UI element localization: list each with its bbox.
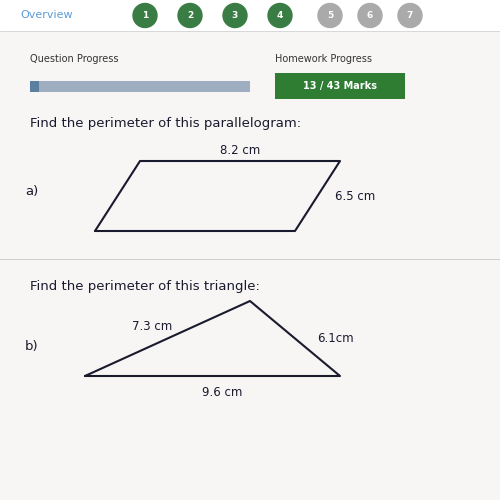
Text: 6.5 cm: 6.5 cm	[335, 190, 375, 202]
FancyBboxPatch shape	[0, 31, 500, 500]
Text: Find the perimeter of this parallelogram:: Find the perimeter of this parallelogram…	[30, 117, 301, 130]
Text: 2: 2	[187, 11, 193, 20]
Text: Question Progress: Question Progress	[30, 54, 118, 64]
Text: 6: 6	[367, 11, 373, 20]
FancyBboxPatch shape	[30, 80, 39, 92]
Circle shape	[318, 4, 342, 28]
Text: 8.2 cm: 8.2 cm	[220, 144, 260, 156]
Text: 1: 1	[142, 11, 148, 20]
Circle shape	[223, 4, 247, 28]
FancyBboxPatch shape	[0, 0, 500, 31]
Text: Homework Progress: Homework Progress	[275, 54, 372, 64]
Text: 4: 4	[277, 11, 283, 20]
Circle shape	[358, 4, 382, 28]
Circle shape	[178, 4, 202, 28]
FancyBboxPatch shape	[30, 80, 250, 92]
Circle shape	[398, 4, 422, 28]
Circle shape	[133, 4, 157, 28]
Text: 5: 5	[327, 11, 333, 20]
Text: 7: 7	[407, 11, 413, 20]
Text: 7.3 cm: 7.3 cm	[132, 320, 172, 332]
Text: 9.6 cm: 9.6 cm	[202, 386, 242, 398]
Text: 3: 3	[232, 11, 238, 20]
Text: Find the perimeter of this triangle:: Find the perimeter of this triangle:	[30, 280, 260, 292]
FancyBboxPatch shape	[275, 73, 405, 99]
Text: a): a)	[25, 184, 38, 198]
Text: 6.1cm: 6.1cm	[318, 332, 354, 345]
Text: 13 / 43 Marks: 13 / 43 Marks	[303, 81, 377, 91]
Text: b): b)	[25, 340, 38, 352]
Circle shape	[268, 4, 292, 28]
Text: Overview: Overview	[20, 10, 72, 20]
